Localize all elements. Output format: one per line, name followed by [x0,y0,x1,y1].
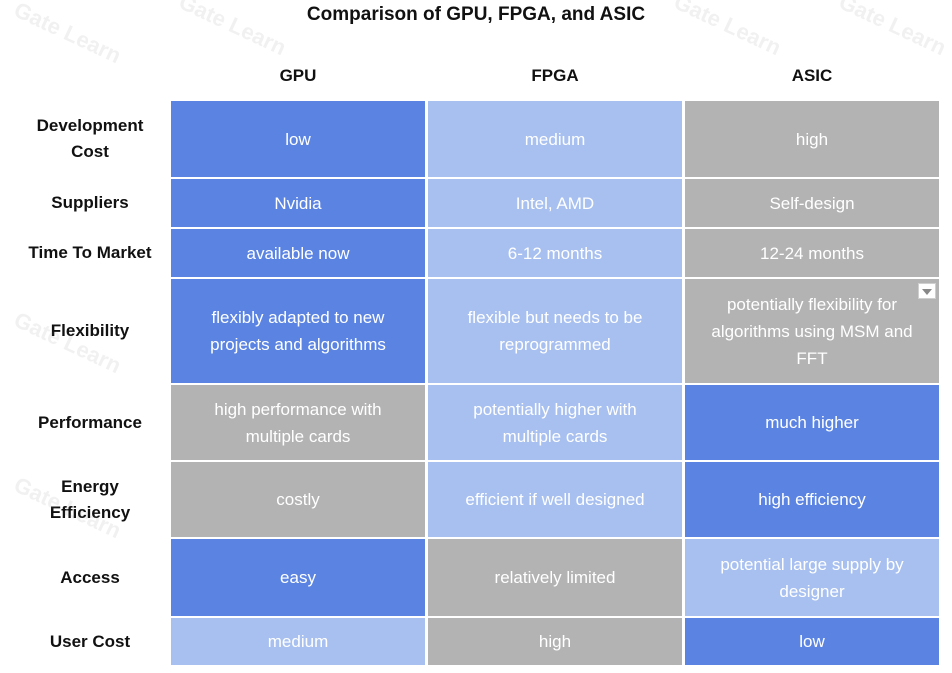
table-cell: Self-design [685,179,939,227]
table-cell: high [685,101,939,177]
row-header-user-cost: User Cost [49,631,131,651]
row-header-time-to-market: Time To Market [28,243,152,262]
table-cell: high performance with multiple cards [171,385,425,460]
table-cell: low [685,618,939,665]
table-cell: medium [171,618,425,665]
table-cell: potentially flexibility for algorithms u… [685,279,939,383]
column-header-asic: ASIC [791,66,833,85]
table-cell: Intel, AMD [428,179,682,227]
table-cell: medium [428,101,682,177]
row-header-suppliers: Suppliers [51,193,129,212]
table-cell: high efficiency [685,462,939,537]
table-cell: costly [171,462,425,537]
row-header-flexibility: Flexibility [50,321,130,340]
row-header-access: Access [60,567,120,587]
table-cell: flexible but needs to be reprogrammed [428,279,682,383]
chevron-down-icon [922,282,932,300]
table-cell: high [428,618,682,665]
table-cell: potential large supply by designer [685,539,939,616]
table-cell: efficient if well designed [428,462,682,537]
table-cell: much higher [685,385,939,460]
table-cell: easy [171,539,425,616]
column-header-fpga: FPGA [531,66,579,85]
table-cell: relatively limited [428,539,682,616]
page-title: Comparison of GPU, FPGA, and ASIC [306,4,646,25]
row-header-development-cost: Development Cost [36,116,144,161]
column-header-gpu: GPU [279,66,317,85]
row-header-energy-efficiency: Energy Efficiency [49,476,131,522]
table-cell: potentially higher with multiple cards [428,385,682,460]
cell-dropdown-button[interactable] [918,283,936,299]
table-cell: Nvidia [171,179,425,227]
table-cell: available now [171,229,425,277]
row-header-performance: Performance [38,412,142,432]
table-cell: flexibly adapted to new projects and alg… [171,279,425,383]
table-cell: 12-24 months [685,229,939,277]
table-cell: low [171,101,425,177]
table-cell: 6-12 months [428,229,682,277]
